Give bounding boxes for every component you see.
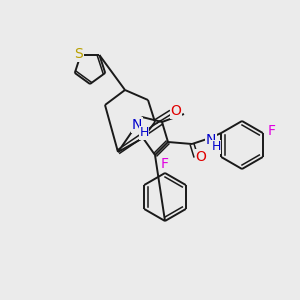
Text: H: H: [211, 140, 221, 154]
Text: F: F: [161, 157, 169, 171]
Text: N: N: [206, 133, 216, 147]
Text: H: H: [139, 127, 149, 140]
Text: N: N: [132, 118, 142, 132]
Text: F: F: [268, 124, 276, 138]
Text: O: O: [196, 150, 206, 164]
Text: O: O: [171, 104, 182, 118]
Text: S: S: [74, 47, 83, 61]
